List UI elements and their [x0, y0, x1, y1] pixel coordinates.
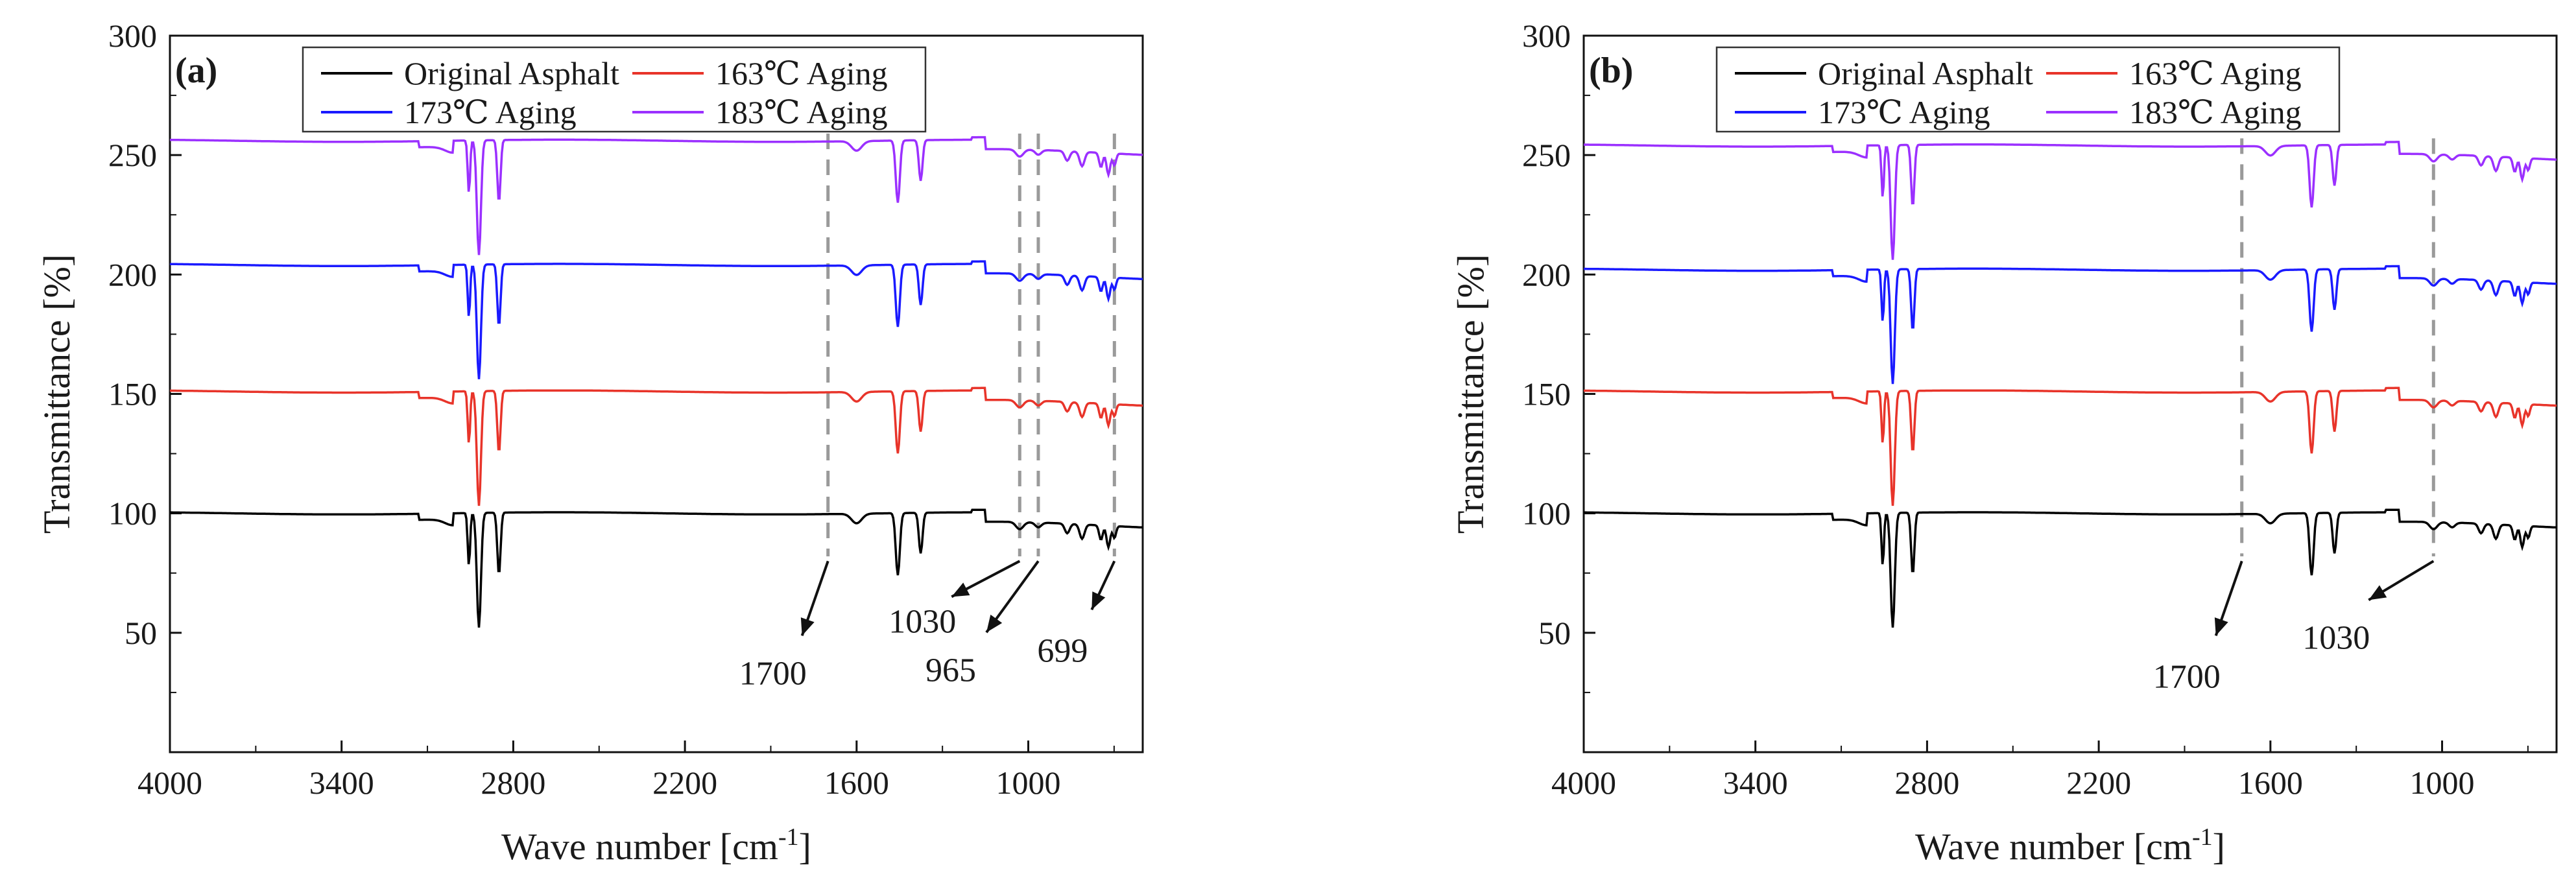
y-axis-title: Transmittance [%] — [36, 254, 78, 534]
y-tick-label: 100 — [1522, 495, 1571, 532]
x-tick-label: 1600 — [2238, 765, 2303, 801]
legend-label: 173℃ Aging — [1818, 94, 1990, 130]
series-line-2 — [170, 386, 1143, 506]
x-tick-label: 2800 — [481, 765, 545, 801]
legend-label: Original Asphalt — [404, 55, 619, 91]
x-axis-title: Wave number [cm-1] — [501, 824, 811, 868]
x-tick-label: 2800 — [1894, 765, 1959, 801]
x-tick-label: 3400 — [1723, 765, 1788, 801]
annotation-label: 1030 — [888, 603, 956, 640]
series-line-3 — [169, 260, 1143, 379]
y-tick-label: 250 — [108, 137, 157, 173]
series-line-1 — [1584, 508, 2557, 628]
annotation-arrowhead — [951, 582, 970, 597]
legend: Original Asphalt 163℃ Aging 173℃ Aging 183℃… — [302, 46, 927, 133]
series-line-3 — [1584, 265, 2557, 385]
annotation-label: 699 — [1037, 632, 1088, 669]
annotation-label: 1030 — [2302, 619, 2370, 656]
y-tick-label: 250 — [1522, 137, 1571, 173]
y-axis-title: Transmittance [%] — [1449, 254, 1492, 534]
annotation-arrowhead — [800, 617, 815, 636]
x-tick-label: 2200 — [2066, 765, 2131, 801]
x-tick-label: 1000 — [2410, 765, 2475, 801]
chart-panel-a: 4000 3400 2800 2200 1600 1000 50 100 150 200 250 30… — [36, 18, 1144, 868]
y-tick-label: 300 — [108, 18, 157, 54]
plot-frame — [1582, 34, 2558, 753]
y-tick-label: 50 — [125, 615, 157, 651]
legend-label: 173℃ Aging — [404, 94, 577, 130]
x-tick-label: 2200 — [652, 765, 717, 801]
annotation-label: 965 — [925, 652, 976, 689]
plot-frame — [169, 34, 1144, 753]
series-line-4 — [1584, 141, 2557, 260]
annotation-label: 1700 — [739, 655, 807, 692]
chart-panel-b: 4000 3400 2800 2200 1600 1000 50 100 150 200 250 30… — [1449, 18, 2558, 868]
y-tick-label: 100 — [108, 495, 157, 532]
x-tick-label: 1000 — [996, 765, 1061, 801]
series-line-1 — [170, 508, 1143, 628]
legend-box — [1715, 46, 2341, 133]
panel-label: (b) — [1589, 51, 1633, 91]
series-line-2 — [1584, 386, 2557, 506]
legend-label: 163℃ Aging — [715, 55, 888, 91]
series-line-4 — [170, 136, 1143, 255]
legend-label: 163℃ Aging — [2129, 55, 2302, 91]
x-tick-label: 4000 — [1551, 765, 1616, 801]
annotation-arrowhead — [2214, 617, 2228, 636]
y-tick-label: 50 — [1538, 615, 1571, 651]
legend-label: 183℃ Aging — [2129, 94, 2302, 130]
x-tick-label: 3400 — [309, 765, 374, 801]
y-tick-label: 150 — [108, 376, 157, 412]
y-tick-label: 200 — [108, 256, 157, 292]
annotation-arrowhead — [986, 614, 1003, 633]
legend-box — [302, 46, 927, 133]
y-tick-label: 300 — [1522, 18, 1571, 54]
annotation-arrowhead — [2368, 585, 2387, 600]
y-tick-label: 200 — [1522, 256, 1571, 292]
panel-label: (a) — [175, 51, 217, 91]
legend: Original Asphalt 163℃ Aging 173℃ Aging 183℃… — [1715, 46, 2341, 133]
legend-label: 183℃ Aging — [715, 94, 888, 130]
x-tick-label: 4000 — [137, 765, 202, 801]
x-tick-label: 1600 — [824, 765, 889, 801]
y-tick-label: 150 — [1522, 376, 1571, 412]
annotation-label: 1700 — [2153, 658, 2221, 695]
x-axis-title: Wave number [cm-1] — [1915, 824, 2225, 868]
annotation-arrowhead — [1091, 591, 1106, 610]
legend-label: Original Asphalt — [1818, 55, 2033, 91]
